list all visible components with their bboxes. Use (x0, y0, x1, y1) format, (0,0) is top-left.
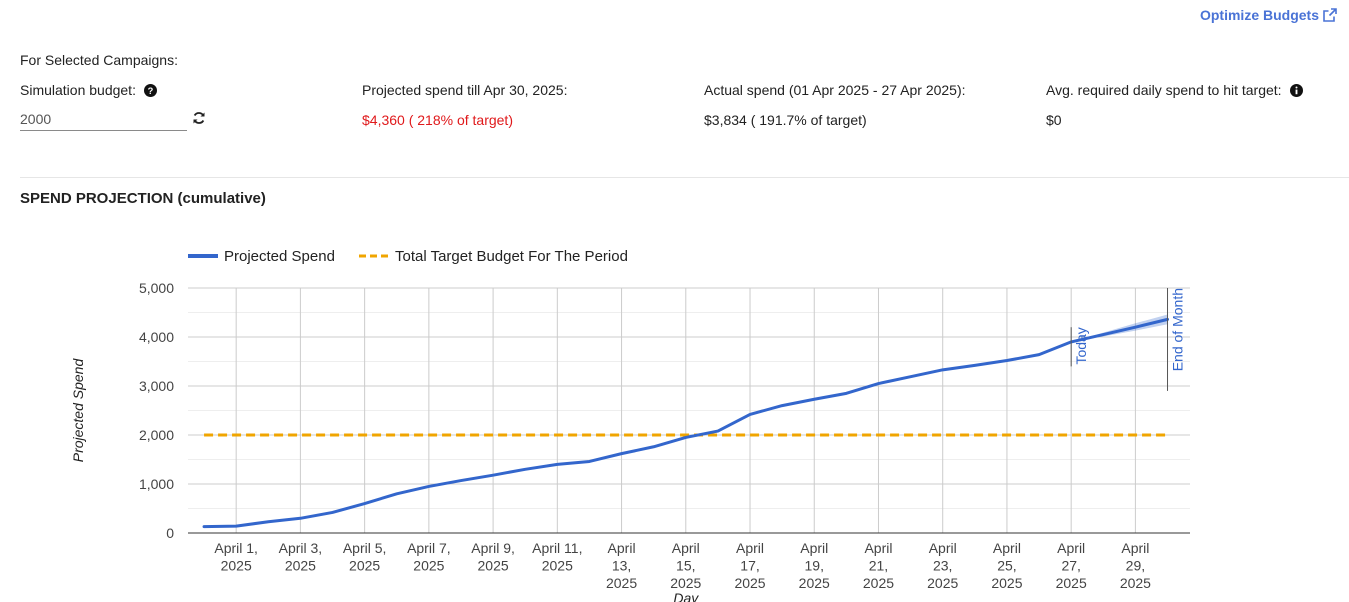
legend-target-label: Total Target Budget For The Period (395, 248, 628, 265)
required-spend-value: $0 (1046, 112, 1062, 128)
x-tick-label: April 9, 2025 (471, 540, 515, 574)
x-tick-label: April 23, 2025 (927, 540, 958, 591)
simulation-budget-input[interactable] (20, 108, 187, 131)
section-label: For Selected Campaigns: (20, 52, 178, 68)
external-link-icon (1323, 8, 1337, 22)
x-tick-label: April 29, 2025 (1120, 540, 1151, 591)
today-annotation: Today (1073, 327, 1089, 364)
x-tick-label: April 11, 2025 (532, 540, 582, 574)
legend-projected-label: Projected Spend (224, 248, 335, 265)
x-axis-title: Day (673, 590, 699, 602)
help-icon[interactable]: ? (143, 83, 157, 97)
simulation-budget-label: Simulation budget: (20, 82, 136, 98)
x-tick-label: April 5, 2025 (343, 540, 387, 574)
x-tick-label: April 17, 2025 (734, 540, 765, 591)
y-tick-label: 2,000 (139, 427, 174, 443)
x-tick-label: April 3, 2025 (279, 540, 323, 574)
projected-spend-value: $4,360 ( 218% of target) (362, 112, 513, 128)
end-of-month-annotation: End of Month (1170, 288, 1186, 371)
simulation-budget-label-row: Simulation budget: ? (20, 82, 157, 98)
actual-spend-label: Actual spend (01 Apr 2025 - 27 Apr 2025)… (704, 82, 966, 98)
projected-spend-label: Projected spend till Apr 30, 2025: (362, 82, 568, 98)
svg-text:?: ? (148, 86, 154, 96)
optimize-budgets-label: Optimize Budgets (1199, 7, 1319, 23)
refresh-icon[interactable] (192, 111, 206, 125)
y-axis-title: Projected Spend (70, 358, 86, 463)
y-tick-label: 5,000 (139, 280, 174, 296)
x-tick-label: April 7, 2025 (407, 540, 451, 574)
optimize-budgets-link[interactable]: Optimize Budgets (1200, 7, 1337, 23)
info-icon[interactable] (1289, 83, 1303, 97)
y-tick-label: 0 (166, 525, 174, 541)
required-spend-label-row: Avg. required daily spend to hit target: (1046, 82, 1303, 98)
x-tick-label: April 15, 2025 (670, 540, 701, 591)
spend-projection-chart: 0 1,000 2,000 3,000 4,000 5,000 April 1, 2025 Ap… (70, 248, 1190, 602)
chart-heading: SPEND PROJECTION (cumulative) (20, 190, 266, 207)
y-tick-label: 3,000 (139, 378, 174, 394)
required-spend-label: Avg. required daily spend to hit target: (1046, 82, 1282, 98)
divider (20, 177, 1349, 178)
x-tick-label: April 27, 2025 (1056, 540, 1087, 591)
x-tick-label: April 21, 2025 (863, 540, 894, 591)
x-tick-label: April 19, 2025 (799, 540, 830, 591)
actual-spend-value: $3,834 ( 191.7% of target) (704, 112, 867, 128)
x-tick-label: April 25, 2025 (991, 540, 1022, 591)
x-tick-label: April 13, 2025 (606, 540, 637, 591)
y-tick-label: 1,000 (139, 476, 174, 492)
projected-spend-line (202, 317, 1170, 529)
x-tick-label: April 1, 2025 (214, 540, 258, 574)
y-tick-label: 4,000 (139, 329, 174, 345)
